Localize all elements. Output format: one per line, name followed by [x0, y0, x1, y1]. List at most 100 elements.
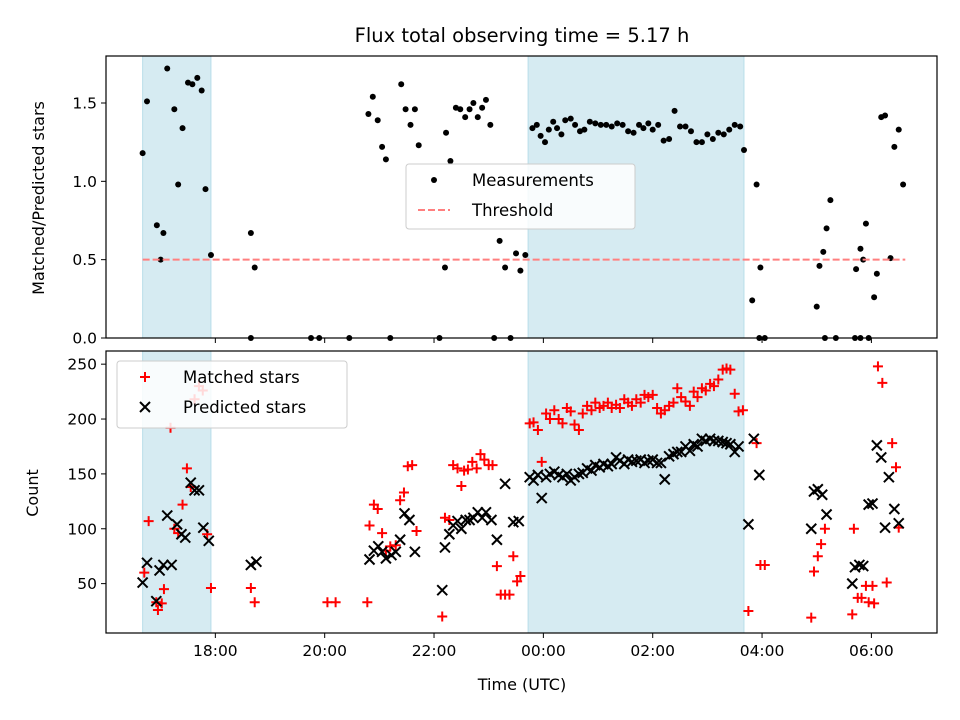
top-panel: 0.0 0.5 1.0 1.5 Measurements Threshold	[72, 55, 938, 348]
data-point	[562, 117, 569, 124]
data-point	[672, 383, 683, 394]
data-point	[715, 129, 722, 136]
data-point	[726, 126, 733, 133]
data-point	[749, 297, 756, 304]
data-point	[655, 457, 667, 469]
y-tick-label: 0.5	[72, 251, 97, 269]
x-tick-label: 22:00	[412, 642, 457, 660]
data-point	[666, 136, 673, 143]
data-point	[819, 523, 830, 534]
data-point	[569, 419, 580, 430]
legend-box	[405, 163, 636, 230]
data-point	[709, 136, 716, 143]
data-point	[407, 460, 418, 471]
data-point	[153, 222, 160, 229]
data-point	[537, 132, 544, 139]
data-point	[603, 121, 610, 128]
data-point	[376, 546, 388, 558]
data-point	[175, 181, 182, 188]
data-point	[561, 468, 573, 480]
data-point	[725, 364, 736, 375]
data-point	[487, 121, 494, 128]
data-point	[549, 405, 560, 416]
plot-frame	[105, 350, 938, 634]
legend-swatch	[431, 177, 437, 183]
data-point	[684, 400, 695, 411]
data-point	[888, 503, 901, 515]
data-point	[879, 521, 891, 534]
data-point	[189, 81, 196, 88]
data-point	[625, 128, 632, 135]
data-point	[733, 406, 744, 417]
data-point	[605, 458, 618, 470]
data-point	[872, 361, 883, 372]
data-point	[508, 551, 519, 562]
figure-title: Flux total observing time = 5.17 h	[355, 24, 690, 47]
data-point	[466, 106, 473, 113]
data-point	[808, 566, 819, 577]
data-point	[385, 541, 396, 552]
data-point	[444, 514, 455, 525]
data-point	[394, 534, 406, 546]
data-point	[452, 463, 463, 474]
data-point	[161, 509, 173, 522]
data-point	[741, 147, 748, 153]
data-point	[602, 397, 613, 408]
data-point	[875, 451, 887, 464]
data-point	[363, 553, 376, 566]
bottom-panel: 50 100 150 200 250 18:00 20:00 22:00 00:00 02:00 0…	[67, 350, 938, 660]
data-point	[698, 139, 705, 146]
data-point	[139, 150, 146, 157]
legend-label: Matched stars	[183, 368, 300, 387]
data-point	[462, 114, 469, 121]
data-point	[671, 107, 678, 114]
data-point	[504, 589, 515, 600]
data-point	[528, 417, 539, 428]
data-point	[158, 584, 169, 595]
data-point	[691, 440, 704, 453]
data-point	[731, 121, 738, 128]
data-point	[545, 126, 552, 133]
data-point	[362, 597, 373, 608]
y-tick-label: 1.0	[72, 173, 97, 191]
data-point	[177, 499, 188, 510]
x-tick-label: 02:00	[630, 642, 675, 660]
data-point	[847, 609, 858, 620]
data-point	[532, 425, 543, 436]
data-point	[372, 504, 383, 515]
data-point	[649, 126, 656, 133]
data-point	[471, 463, 482, 474]
legend-label: Predicted stars	[183, 398, 306, 417]
data-point	[398, 81, 405, 88]
data-point	[713, 374, 724, 385]
data-point	[688, 386, 699, 397]
shaded-interval-1	[527, 350, 745, 634]
data-point	[862, 498, 875, 511]
data-point	[659, 473, 671, 486]
data-point	[475, 449, 486, 460]
data-point	[680, 396, 691, 407]
data-point	[456, 480, 467, 491]
data-point	[499, 478, 511, 490]
data-point	[891, 143, 898, 150]
data-point	[619, 121, 626, 128]
data-point	[157, 256, 164, 263]
data-point	[753, 181, 760, 188]
data-point	[757, 264, 764, 271]
data-point	[660, 137, 667, 144]
data-point	[846, 577, 858, 590]
x-tick-label: 20:00	[302, 642, 347, 660]
data-point	[820, 508, 833, 521]
data-point	[573, 425, 584, 436]
data-point	[436, 584, 448, 596]
data-point	[402, 106, 409, 113]
data-point	[693, 139, 700, 146]
data-point	[380, 552, 392, 565]
data-point	[365, 110, 372, 117]
data-point	[470, 100, 477, 106]
data-point	[403, 514, 416, 526]
data-point	[141, 557, 153, 569]
data-point	[479, 454, 490, 465]
data-point	[171, 518, 183, 531]
